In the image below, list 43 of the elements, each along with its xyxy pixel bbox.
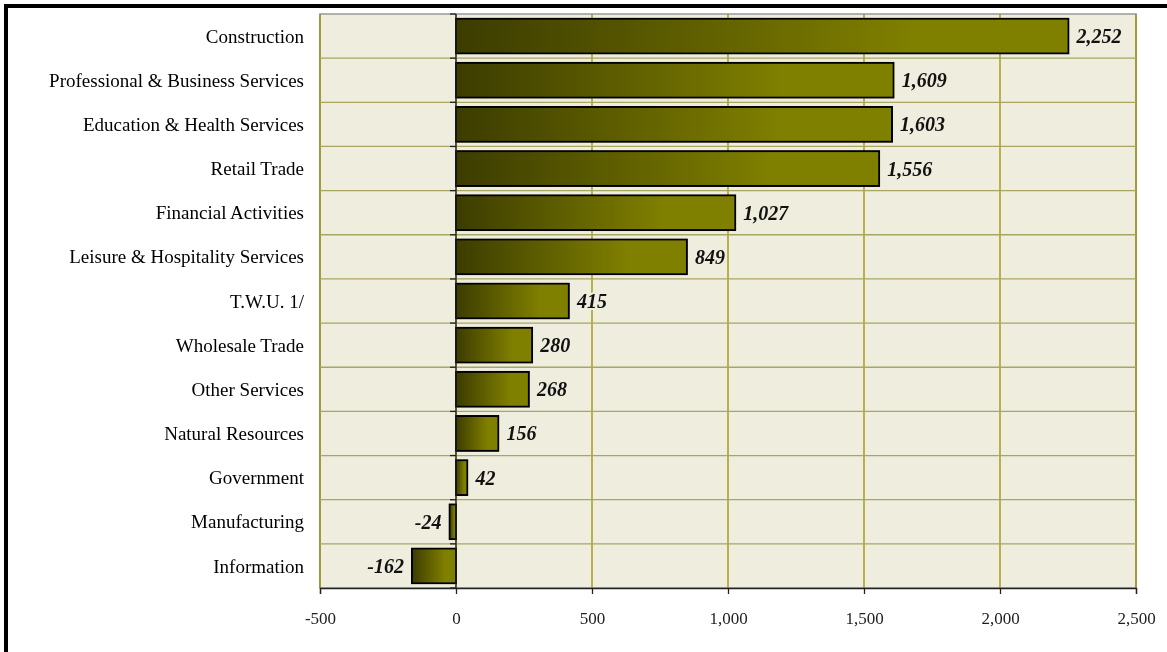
- data-label: 280: [539, 334, 571, 357]
- bar: [455, 326, 534, 364]
- x-tick-label: 2,500: [1117, 609, 1156, 629]
- y-tick-label: Professional & Business Services: [49, 69, 304, 91]
- x-tick-label: 1,500: [845, 609, 884, 629]
- data-label: 1,603: [900, 113, 946, 136]
- bar: [455, 61, 895, 99]
- bar: [410, 547, 457, 585]
- x-tick-label: 0: [452, 609, 461, 629]
- x-tick-label: -500: [304, 609, 337, 629]
- bar: [455, 282, 570, 320]
- bar: [455, 370, 530, 408]
- y-tick-label: T.W.U. 1/: [230, 290, 305, 312]
- y-tick-label: Financial Activities: [155, 202, 304, 224]
- data-label: 1,609: [901, 69, 947, 92]
- x-tick-label: 500: [579, 609, 606, 629]
- data-label: 2,252: [1075, 25, 1122, 48]
- data-label: 156: [506, 422, 537, 445]
- y-tick-label: Construction: [205, 25, 305, 47]
- data-label: 42: [474, 466, 496, 489]
- x-tick-label: 1,000: [709, 609, 748, 629]
- y-tick-label: Natural Resources: [164, 423, 304, 445]
- bar: [455, 415, 500, 452]
- y-tick-label: Manufacturing: [191, 511, 305, 533]
- data-label: -162: [367, 554, 404, 577]
- y-tick-label: Information: [213, 555, 305, 577]
- bar: [455, 17, 1070, 55]
- data-label: 1,027: [743, 201, 790, 224]
- data-label: 268: [535, 378, 567, 401]
- y-tick-label: Wholesale Trade: [175, 334, 304, 356]
- bar: [455, 150, 881, 187]
- bar: [455, 194, 737, 232]
- bar: [455, 105, 894, 143]
- y-tick-label: Education & Health Services: [82, 114, 304, 136]
- y-tick-label: Other Services: [191, 378, 304, 400]
- data-label: 849: [694, 245, 725, 268]
- y-tick-label: Government: [209, 467, 305, 489]
- data-label: 1,556: [887, 157, 933, 180]
- bar: [455, 238, 688, 276]
- y-tick-label: Leisure & Hospitality Services: [69, 246, 304, 268]
- x-tick-label: 2,000: [981, 609, 1020, 629]
- data-label: -24: [414, 510, 442, 533]
- y-tick-label: Retail Trade: [210, 158, 304, 180]
